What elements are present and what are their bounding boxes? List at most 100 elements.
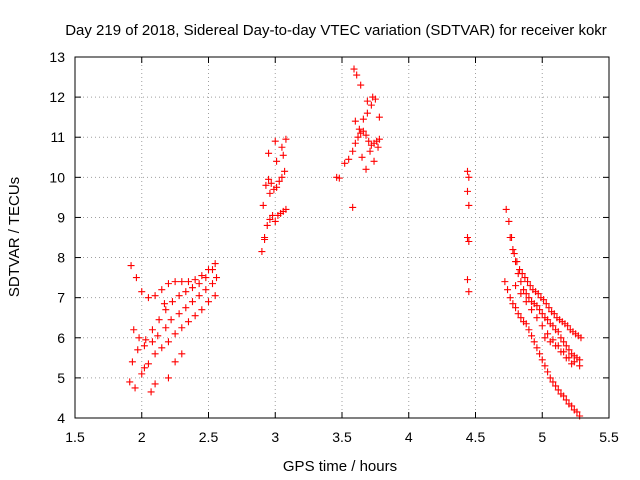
data-point — [359, 115, 367, 123]
data-point — [271, 217, 279, 225]
data-point — [273, 183, 281, 191]
data-point — [465, 288, 473, 296]
data-point — [160, 300, 168, 308]
data-point — [258, 248, 266, 256]
x-tick-label: 4.5 — [466, 429, 486, 445]
data-point — [202, 274, 210, 282]
y-tick-label: 7 — [57, 290, 65, 306]
data-point — [568, 360, 576, 368]
data-point — [525, 294, 533, 302]
data-point — [557, 348, 565, 356]
data-point — [148, 338, 156, 346]
grid-lines — [75, 57, 609, 418]
data-point — [544, 316, 552, 324]
data-point — [158, 344, 166, 352]
data-point — [184, 318, 192, 326]
data-point — [568, 402, 576, 410]
data-point — [278, 173, 286, 181]
data-point — [132, 274, 140, 282]
data-point — [151, 292, 159, 300]
y-axis-tick-labels: 4 5 6 7 8 9 10 11 12 13 — [49, 49, 65, 426]
data-point — [545, 304, 553, 312]
data-point — [162, 306, 170, 314]
y-tick-label: 5 — [57, 370, 65, 386]
data-point — [573, 408, 581, 416]
data-point — [358, 153, 366, 161]
data-point — [266, 215, 274, 223]
data-point — [538, 322, 546, 330]
data-points — [126, 65, 585, 420]
data-point — [279, 151, 287, 159]
data-point — [351, 139, 359, 147]
data-point — [374, 143, 382, 151]
y-axis-title: SDTVAR / TECUs — [6, 177, 23, 297]
y-tick-label: 9 — [57, 209, 65, 225]
data-point — [195, 280, 203, 288]
data-point — [175, 292, 183, 300]
data-point — [562, 354, 570, 362]
data-point — [198, 272, 206, 280]
data-point — [546, 338, 554, 346]
data-point — [533, 344, 541, 352]
y-tick-label: 11 — [50, 129, 65, 145]
data-point — [541, 334, 549, 342]
data-point — [544, 330, 552, 338]
data-point — [262, 181, 270, 189]
data-point — [131, 384, 139, 392]
data-point — [151, 380, 159, 388]
data-point — [509, 300, 517, 308]
data-point — [188, 298, 196, 306]
data-point — [168, 298, 176, 306]
data-point — [540, 296, 548, 304]
data-point — [536, 350, 544, 358]
data-point — [354, 133, 362, 141]
data-point — [267, 179, 275, 187]
y-tick-label: 13 — [49, 49, 65, 65]
data-point — [349, 147, 357, 155]
data-point — [162, 324, 170, 332]
data-point — [365, 137, 373, 145]
data-point — [345, 155, 353, 163]
data-point — [259, 201, 267, 209]
data-point — [171, 330, 179, 338]
data-point — [564, 322, 572, 330]
data-point — [366, 147, 374, 155]
data-point — [198, 306, 206, 314]
data-point — [512, 258, 520, 266]
data-point — [577, 334, 585, 342]
series-7 — [333, 65, 383, 211]
data-point — [516, 266, 524, 274]
data-point — [147, 388, 155, 396]
data-point — [265, 175, 273, 183]
data-point — [164, 374, 172, 382]
plot-frame — [74, 56, 610, 419]
data-point — [552, 382, 560, 390]
data-point — [509, 246, 517, 254]
x-tick-label: 1.5 — [65, 429, 85, 445]
data-point — [127, 262, 135, 270]
x-tick-label: 5 — [538, 429, 546, 445]
x-tick-label: 3.5 — [332, 429, 352, 445]
data-point — [148, 326, 156, 334]
data-point — [517, 290, 525, 298]
data-point — [164, 280, 172, 288]
data-point — [134, 346, 142, 354]
data-point — [510, 250, 518, 258]
data-point — [465, 201, 473, 209]
data-point — [282, 135, 290, 143]
data-point — [550, 310, 558, 318]
series-12 — [512, 282, 584, 370]
data-point — [202, 286, 210, 294]
y-tick-label: 12 — [49, 89, 65, 105]
data-point — [538, 310, 546, 318]
data-point — [211, 260, 219, 268]
data-point — [521, 274, 529, 282]
data-point — [275, 177, 283, 185]
data-point — [514, 270, 522, 278]
data-point — [565, 346, 573, 354]
data-point — [178, 350, 186, 358]
data-point — [522, 320, 530, 328]
data-point — [463, 187, 471, 195]
data-point — [463, 167, 471, 175]
